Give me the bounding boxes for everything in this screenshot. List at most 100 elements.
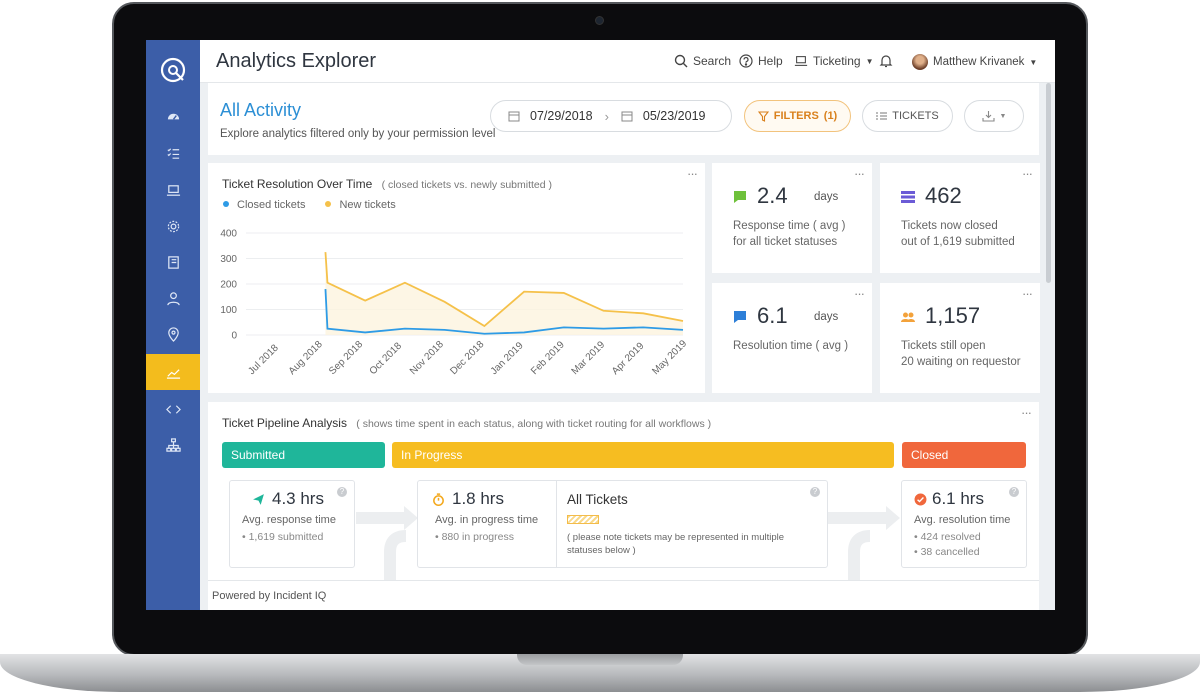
filters-count: (1) (823, 110, 838, 122)
closed-cancelled: • 38 cancelled (914, 546, 980, 558)
help-icon[interactable]: ? (1009, 487, 1019, 497)
kpi-value: 462 (925, 183, 962, 208)
kpi-label: Resolution time ( avg ) (733, 340, 849, 352)
search-button[interactable]: Search (674, 54, 731, 68)
filters-button[interactable]: FILTERS (1) (744, 100, 851, 132)
chevron-right-icon: › (604, 108, 609, 124)
check-circle-icon (914, 493, 927, 506)
closed-resolved: • 424 resolved (914, 531, 981, 543)
x-tick-label: Mar 2019 (570, 339, 608, 377)
closed-metric-box[interactable]: 6.1 hrs Avg. resolution time • 424 resol… (901, 480, 1027, 568)
x-tick-label: May 2019 (650, 338, 689, 377)
card-menu-icon[interactable]: ··· (854, 286, 865, 301)
hatched-legend-swatch (567, 515, 599, 524)
card-title: Ticket Resolution Over Time ( closed tic… (222, 177, 552, 191)
kpi-unit: days (814, 311, 839, 323)
legend-closed[interactable]: Closed tickets (223, 199, 305, 211)
tickets-button[interactable]: TICKETS (862, 100, 953, 132)
closed-resolved-text: 424 resolved (920, 531, 981, 543)
date-range-picker[interactable]: 07/29/2018 › 05/23/2019 (490, 100, 732, 132)
paper-plane-icon (253, 494, 264, 505)
resolution-title: Ticket Resolution Over Time (222, 177, 373, 191)
card-menu-icon[interactable]: ··· (687, 166, 698, 181)
legend-new-label: New tickets (339, 199, 396, 211)
date-end-value: 05/23/2019 (642, 109, 706, 123)
x-tick-label: Sep 2018 (327, 339, 365, 377)
download-icon (981, 111, 995, 122)
in-progress-metric-box[interactable]: 1.8 hrs Avg. in progress time • 880 in p… (417, 480, 828, 568)
chart-legend: Closed tickets New tickets (223, 199, 396, 211)
webcam (595, 16, 604, 25)
sidebar-item-settings[interactable] (146, 208, 200, 244)
date-start-value: 07/29/2018 (530, 109, 593, 123)
filters-label: FILTERS (773, 110, 819, 122)
module-switcher[interactable]: Ticketing ▼ (794, 54, 874, 68)
kpi-value: 2.4 (757, 183, 788, 208)
org-chart-icon (165, 437, 181, 452)
calendar-icon (621, 111, 633, 122)
closed-value: 6.1 hrs (932, 489, 984, 508)
chat-icon (733, 310, 747, 324)
submitted-label: Avg. response time (242, 514, 336, 526)
all-tickets-note: ( please note tickets may be represented… (567, 532, 785, 556)
stopwatch-icon (433, 493, 444, 506)
sidebar-item-tickets[interactable] (146, 135, 200, 171)
in-progress-count-text: 880 in progress (441, 531, 514, 543)
sidebar-item-analytics[interactable] (146, 354, 200, 390)
export-dropdown[interactable]: ▼ (964, 100, 1024, 132)
date-start[interactable]: 07/29/2018 (508, 109, 593, 123)
sidebar-item-organization[interactable] (146, 427, 200, 463)
stage-closed[interactable]: Closed (902, 442, 1026, 468)
closed-cancelled-text: 38 cancelled (920, 546, 980, 558)
sidebar-item-assets[interactable] (146, 172, 200, 208)
submitted-count-text: 1,619 submitted (248, 531, 324, 543)
x-tick-label: Jan 2019 (489, 340, 526, 377)
stage-submitted-label: Submitted (231, 448, 286, 462)
x-tick-label: Nov 2018 (408, 339, 446, 377)
submitted-value: 4.3 hrs (272, 489, 324, 508)
stage-in-progress-label: In Progress (401, 448, 463, 462)
scrollbar[interactable] (1046, 83, 1051, 283)
kpi-unit: days (814, 191, 839, 203)
sidebar-item-locations[interactable] (146, 316, 200, 352)
help-icon[interactable]: ? (337, 487, 347, 497)
submitted-metric-box[interactable]: 4.3 hrs Avg. response time • 1,619 submi… (229, 480, 355, 568)
new-tickets-area (325, 252, 683, 335)
x-tick-label: Feb 2019 (529, 339, 567, 377)
chevron-down-icon: ▼ (865, 56, 874, 66)
area-chart-icon (166, 368, 180, 379)
y-tick-label: 200 (220, 280, 237, 291)
sidebar-item-dashboard[interactable] (146, 98, 200, 134)
date-end[interactable]: 05/23/2019 (621, 109, 706, 123)
avatar (912, 54, 928, 70)
help-icon[interactable]: ? (810, 487, 820, 497)
user-name: Matthew Krivanek (933, 56, 1025, 68)
stage-submitted[interactable]: Submitted (222, 442, 385, 468)
app-logo-icon[interactable] (157, 54, 189, 86)
sidebar-item-users[interactable] (146, 280, 200, 316)
kpi-value: 1,157 (925, 303, 981, 328)
y-tick-label: 300 (220, 254, 237, 265)
code-icon (165, 404, 181, 414)
card-menu-icon[interactable]: ··· (1021, 405, 1032, 420)
pipeline-note: ( shows time spent in each status, along… (356, 418, 712, 430)
legend-new[interactable]: New tickets (325, 199, 396, 211)
laptop-icon (794, 56, 808, 66)
x-tick-label: Apr 2019 (610, 340, 647, 377)
kpi-sublabel: 20 waiting on requestor (901, 356, 1021, 368)
resolution-line-chart: 0 100 200 300 400 Jul 2018 Aug 2018 Sep 2018 Oct… (220, 229, 689, 378)
card-menu-icon[interactable]: ··· (1022, 286, 1033, 301)
list-icon (876, 112, 888, 120)
stage-in-progress[interactable]: In Progress (392, 442, 894, 468)
card-menu-icon[interactable]: ··· (1022, 166, 1033, 181)
y-tick-label: 400 (220, 229, 237, 240)
kpi-value: 6.1 (757, 303, 788, 328)
sidebar-item-knowledge[interactable] (146, 244, 200, 280)
help-button[interactable]: Help (739, 54, 783, 68)
tickets-label: TICKETS (892, 110, 939, 122)
notifications-button[interactable] (879, 54, 893, 68)
sidebar-item-integrations[interactable] (146, 391, 200, 427)
y-tick-label: 0 (231, 331, 237, 342)
user-menu[interactable]: Matthew Krivanek ▼ (912, 54, 1037, 70)
card-menu-icon[interactable]: ··· (854, 166, 865, 181)
